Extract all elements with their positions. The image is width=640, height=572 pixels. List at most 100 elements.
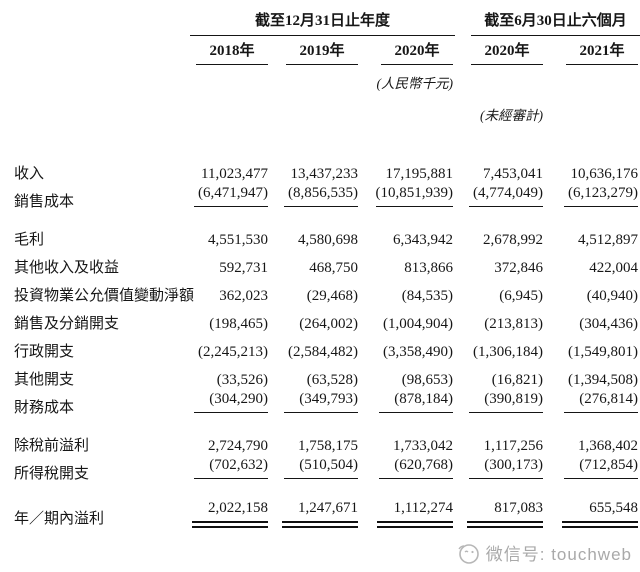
year-header-2018: 2018年	[196, 39, 268, 65]
row-label: 收入	[14, 166, 45, 182]
row-label: 投資物業公允價值變動淨額	[14, 288, 195, 304]
table-row: 毛利 4,551,530 4,580,698 6,343,942 2,678,992 4,…	[0, 211, 640, 249]
table-row: 所得稅開支 (702,632) (510,504) (620,768) (300,173…	[0, 455, 640, 483]
cell-value: 592,731	[219, 260, 268, 276]
table-row: 除稅前溢利 2,724,790 1,758,175 1,733,042 1,117,25…	[0, 417, 640, 455]
double-rule	[377, 521, 454, 528]
cell-value: 4,512,897	[578, 232, 639, 248]
header-spacer	[0, 129, 640, 155]
cell-value: (6,945)	[499, 288, 544, 304]
cell-value: (390,819)	[455, 389, 545, 417]
period-group-annual: 截至12月31日止年度	[190, 9, 456, 36]
cell-value: (1,004,904)	[383, 316, 454, 332]
table-row: 財務成本 (304,290) (349,793) (878,184) (390,819)…	[0, 389, 640, 417]
cell-value: (6,123,279)	[545, 183, 640, 211]
table-row: 投資物業公允價值變動淨額 362,023 (29,468) (84,535) (6,94…	[0, 277, 640, 305]
table-row: 年／期內溢利 2,022,158 1,247,671 1,112,274 817,083…	[0, 483, 640, 528]
cell-value: (6,471,947)	[190, 183, 270, 211]
cell-value: (213,813)	[484, 316, 544, 332]
row-label: 毛利	[14, 232, 45, 248]
cell-value: (1,549,801)	[568, 344, 639, 360]
cell-value: 655,548	[545, 483, 640, 528]
cell-value: (620,768)	[360, 455, 455, 483]
cell-value: 817,083	[455, 483, 545, 528]
cell-value: 2,724,790	[208, 438, 268, 454]
unaudited-note: (未經審計)	[480, 108, 544, 123]
cell-value: (4,774,049)	[455, 183, 545, 211]
cell-value: (300,173)	[455, 455, 545, 483]
table-row: 其他收入及收益 592,731 468,750 813,866 372,846 422,0…	[0, 249, 640, 277]
cell-value: 1,368,402	[578, 438, 639, 454]
cell-value: 17,195,881	[385, 166, 454, 182]
table-row: 行政開支 (2,245,213) (2,584,482) (3,358,490) (1,…	[0, 333, 640, 361]
cell-value: (3,358,490)	[383, 344, 454, 360]
watermark: 微信号: touchweb	[455, 540, 632, 565]
cell-value: (2,245,213)	[198, 344, 268, 360]
cell-value: 13,437,233	[290, 166, 359, 182]
cell-value: 4,551,530	[208, 232, 268, 248]
cell-value: (1,306,184)	[473, 344, 544, 360]
cell-value: (33,526)	[216, 372, 268, 388]
double-rule	[467, 521, 544, 528]
year-header-2020: 2020年	[381, 39, 454, 65]
cell-value: 1,758,175	[298, 438, 358, 454]
cell-value: (1,394,508)	[568, 372, 639, 388]
cell-value: (16,821)	[491, 372, 544, 388]
table-row: 收入 11,023,477 13,437,233 17,195,881 7,453,04…	[0, 155, 640, 183]
row-label: 年／期內溢利	[14, 511, 105, 527]
cell-value: (8,856,535)	[270, 183, 360, 211]
cell-value: (304,290)	[190, 389, 270, 417]
audit-note-row: (未經審計)	[0, 97, 640, 129]
cell-value: 2,022,158	[190, 483, 270, 528]
cell-value: 362,023	[219, 288, 268, 304]
table-row: 其他開支 (33,526) (63,528) (98,653) (16,821) (1,3…	[0, 361, 640, 389]
currency-unit-note: (人民幣千元)	[376, 76, 454, 91]
table-row: 銷售成本 (6,471,947) (8,856,535) (10,851,939) (4…	[0, 183, 640, 211]
cell-value: 7,453,041	[483, 166, 544, 182]
table-row: 銷售及分銷開支 (198,465) (264,002) (1,004,904) (213…	[0, 305, 640, 333]
cell-value: (264,002)	[299, 316, 358, 332]
mascot-circle-icon	[455, 541, 482, 565]
double-rule	[192, 521, 268, 528]
cell-value: (84,535)	[401, 288, 454, 304]
period-group-interim: 截至6月30日止六個月	[471, 9, 640, 36]
year-header-row: 2018年 2019年 2020年 2020年 2021年	[0, 36, 640, 65]
row-label: 財務成本	[14, 400, 75, 416]
cell-value: (349,793)	[270, 389, 360, 417]
cell-value: 813,866	[404, 260, 454, 276]
year-header-2020-interim: 2020年	[471, 39, 544, 65]
row-label: 其他收入及收益	[14, 260, 120, 276]
row-label: 所得稅開支	[14, 466, 90, 482]
label-column-header	[0, 6, 190, 36]
cell-value: (29,468)	[306, 288, 358, 304]
cell-value: 1,247,671	[270, 483, 360, 528]
cell-value: 1,112,274	[360, 483, 455, 528]
cell-value: (878,184)	[360, 389, 455, 417]
double-rule	[282, 521, 358, 528]
cell-value: 372,846	[494, 260, 544, 276]
watermark-label: 微信号: touchweb	[485, 545, 632, 564]
cell-value: 10,636,176	[570, 166, 639, 182]
year-header-2021-interim: 2021年	[566, 39, 639, 65]
cell-value: 468,750	[309, 260, 358, 276]
year-header-2019: 2019年	[286, 39, 358, 65]
cell-value: (40,940)	[586, 288, 639, 304]
cell-value: (304,436)	[579, 316, 639, 332]
cell-value: 6,343,942	[393, 232, 454, 248]
cell-value: 4,580,698	[298, 232, 358, 248]
cell-value: (702,632)	[190, 455, 270, 483]
cell-value: (276,814)	[545, 389, 640, 417]
financial-statement-page: 截至12月31日止年度 截至6月30日止六個月 2018年 2019年 2020…	[0, 6, 640, 564]
cell-value: 2,678,992	[483, 232, 544, 248]
row-label: 行政開支	[14, 344, 75, 360]
cell-value: 1,117,256	[483, 438, 544, 454]
row-label: 銷售及分銷開支	[14, 316, 120, 332]
cell-value: (510,504)	[270, 455, 360, 483]
row-label: 其他開支	[14, 372, 75, 388]
cell-value: (2,584,482)	[288, 344, 358, 360]
row-label: 除稅前溢利	[14, 438, 90, 454]
cell-value: (10,851,939)	[360, 183, 455, 211]
income-statement-table: 截至12月31日止年度 截至6月30日止六個月 2018年 2019年 2020…	[0, 6, 640, 528]
cell-value: (712,854)	[545, 455, 640, 483]
cell-value: 422,004	[589, 260, 639, 276]
